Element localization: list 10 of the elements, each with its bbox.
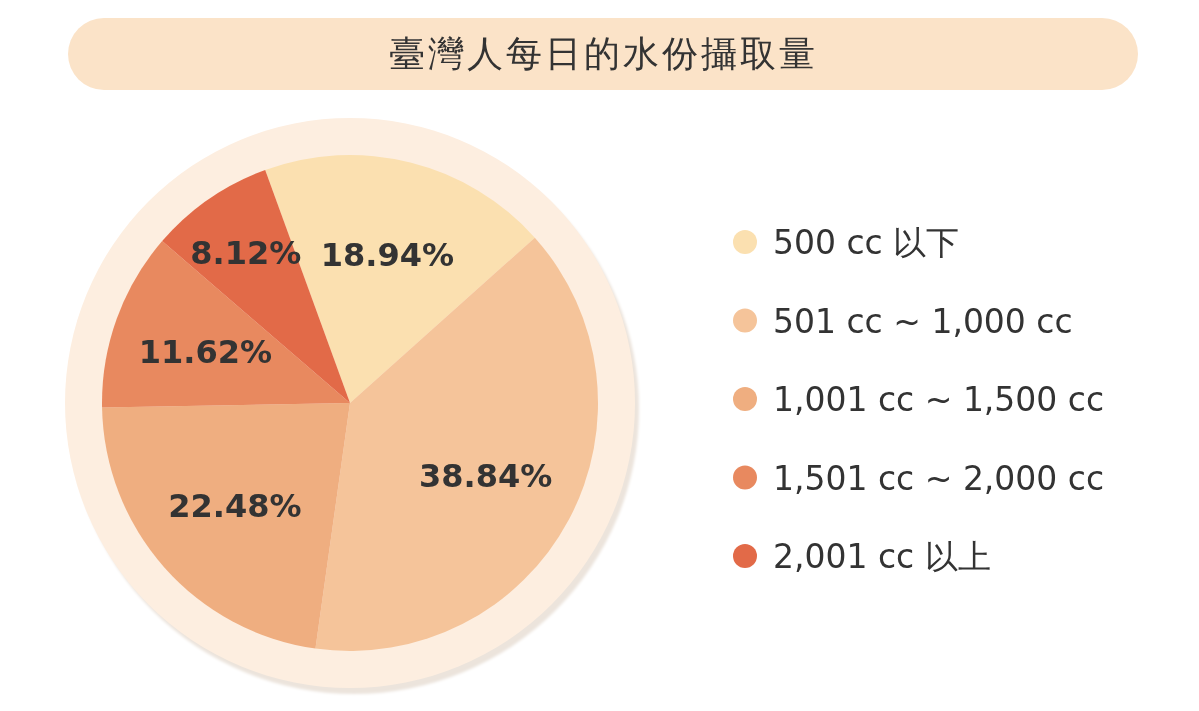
data-label: 11.62% [138, 332, 273, 371]
data-label: 18.94% [320, 235, 455, 274]
data-label: 22.48% [168, 486, 302, 525]
data-label: 38.84% [419, 457, 553, 496]
legend-label: 2,001 cc 以上 [773, 537, 991, 576]
legend-label: 500 cc 以下 [773, 223, 960, 262]
legend-label: 1,001 cc ~ 1,500 cc [773, 380, 1105, 419]
legend-label: 501 cc ~ 1,000 cc [773, 301, 1073, 341]
chart-title: 臺灣人每日的水份攝取量 [388, 33, 818, 74]
legend-label: 1,501 cc ~ 2,000 cc [773, 458, 1105, 498]
